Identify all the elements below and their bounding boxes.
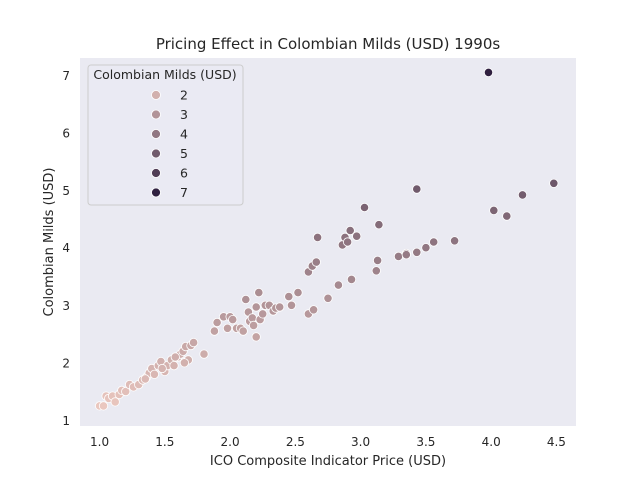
data-point-33 <box>140 374 150 384</box>
data-point-90 <box>517 190 528 200</box>
data-point-1 <box>98 401 109 411</box>
data-point-88 <box>489 205 499 215</box>
y-tick-label: 1 <box>62 414 70 428</box>
data-point-49 <box>251 332 261 342</box>
data-point-53 <box>251 302 261 312</box>
x-tick-label: 2.5 <box>286 435 305 449</box>
data-point-84 <box>421 243 431 253</box>
legend-marker-6 <box>151 168 161 178</box>
data-point-59 <box>284 291 294 302</box>
data-point-5 <box>110 397 120 407</box>
data-point-48 <box>249 320 259 330</box>
x-tick-label: 1.5 <box>155 435 174 449</box>
x-tick-label: 3.5 <box>416 435 435 449</box>
data-point-86 <box>449 236 460 246</box>
data-point-31 <box>170 352 180 362</box>
y-tick-label: 4 <box>62 241 70 255</box>
data-point-38 <box>222 323 233 333</box>
legend-frame <box>87 64 244 206</box>
legend: Colombian Milds (USD) 2 3 4 5 6 7 <box>87 64 244 206</box>
legend-marker-3 <box>151 109 161 120</box>
data-point-22 <box>169 360 179 371</box>
data-point-82 <box>401 250 411 260</box>
x-tick-labels: 1.0 1.5 2.0 2.5 3.0 3.5 4.0 4.5 <box>90 435 566 449</box>
data-point-52 <box>258 309 268 319</box>
y-tick-label: 6 <box>62 126 70 140</box>
data-point-63 <box>308 305 319 315</box>
legend-marker-4 <box>151 129 161 139</box>
data-point-73 <box>345 225 355 236</box>
data-point-44 <box>241 294 251 305</box>
data-point-87 <box>412 184 422 194</box>
data-point-43 <box>238 326 248 336</box>
legend-marker-2 <box>151 90 161 100</box>
data-point-75 <box>352 231 362 241</box>
legend-label-7: 7 <box>180 185 188 200</box>
data-point-76 <box>359 202 370 213</box>
data-point-89 <box>502 211 512 221</box>
data-point-16 <box>149 369 159 379</box>
data-point-58 <box>275 302 285 312</box>
y-tick-label: 2 <box>62 356 70 370</box>
x-tick-label: 2.0 <box>221 435 240 449</box>
x-axis-label: ICO Composite Indicator Price (USD) <box>210 454 446 469</box>
data-point-72 <box>342 237 353 247</box>
legend-label-3: 3 <box>180 107 188 122</box>
data-point-35 <box>209 326 219 336</box>
data-point-8 <box>121 386 131 397</box>
data-point-36 <box>212 317 222 328</box>
x-tick-label: 4.5 <box>547 435 566 449</box>
legend-title: Colombian Milds (USD) <box>93 67 236 82</box>
y-axis-label: Colombian Milds (USD) <box>42 168 57 317</box>
data-point-68 <box>323 293 333 303</box>
data-point-69 <box>333 280 343 290</box>
data-point-61 <box>293 287 303 298</box>
data-point-79 <box>374 220 384 230</box>
y-tick-label: 5 <box>62 184 70 198</box>
data-point-47 <box>247 313 257 323</box>
data-point-34 <box>199 349 209 359</box>
y-tick-labels: 1 2 3 4 5 6 7 <box>62 69 70 428</box>
legend-label-5: 5 <box>180 146 188 161</box>
x-tick-label: 1.0 <box>90 435 109 449</box>
legend-marker-5 <box>151 148 161 159</box>
x-tick-label: 3.0 <box>351 435 370 449</box>
chart-title: Pricing Effect in Colombian Milds (USD) … <box>156 35 501 53</box>
data-point-67 <box>312 232 323 242</box>
legend-entries: 2 3 4 5 6 7 <box>151 88 188 200</box>
data-point-78 <box>372 255 383 265</box>
data-point-40 <box>228 314 238 325</box>
data-point-29 <box>189 337 199 348</box>
legend-label-4: 4 <box>180 127 188 142</box>
data-point-80 <box>393 251 404 261</box>
data-point-50 <box>254 287 264 298</box>
x-tick-label: 4.0 <box>482 435 501 449</box>
data-point-77 <box>371 266 381 276</box>
data-point-91 <box>549 178 559 188</box>
data-point-83 <box>412 247 422 257</box>
data-point-32 <box>157 363 167 374</box>
y-tick-label: 7 <box>62 69 70 83</box>
data-point-74 <box>346 274 357 284</box>
data-point-30 <box>179 358 189 368</box>
legend-marker-7 <box>151 187 161 198</box>
legend-label-6: 6 <box>180 166 188 181</box>
data-point-92 <box>483 67 494 78</box>
data-point-85 <box>429 237 439 247</box>
scatter-points <box>95 67 559 411</box>
data-point-60 <box>286 300 297 310</box>
data-point-66 <box>311 257 321 267</box>
y-tick-label: 3 <box>62 299 70 313</box>
legend-label-2: 2 <box>180 88 188 103</box>
